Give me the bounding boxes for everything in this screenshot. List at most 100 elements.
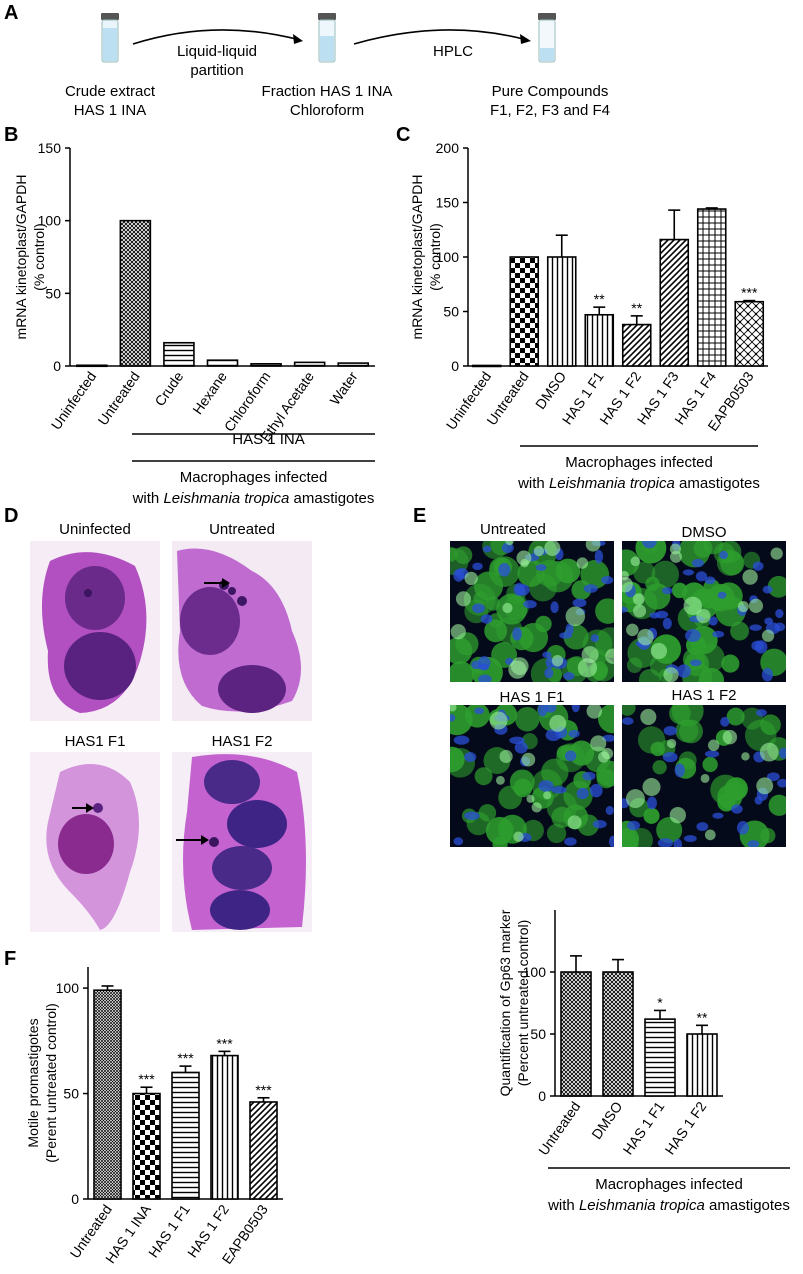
nucleus bbox=[685, 629, 701, 643]
significance-mark: *** bbox=[255, 1082, 272, 1098]
nucleus bbox=[704, 576, 716, 585]
nucleus bbox=[673, 838, 683, 847]
chart-b: 0 50 100 150 mRNA kinetoplast/GAPDH (% contro… bbox=[13, 140, 375, 507]
green-signal bbox=[650, 741, 665, 757]
green-signal bbox=[577, 814, 599, 836]
bar-has-1-f1 bbox=[584, 313, 615, 367]
y-tick-label: 50 bbox=[63, 1086, 79, 1102]
micrograph-has1-f1 bbox=[30, 752, 160, 932]
green-signal bbox=[622, 549, 640, 577]
bar-dmso bbox=[602, 971, 634, 1097]
nucleus bbox=[464, 811, 480, 821]
significance-mark: *** bbox=[741, 285, 758, 301]
nucleus bbox=[663, 726, 678, 736]
fluorescence-untreated bbox=[450, 541, 614, 682]
nucleus bbox=[774, 622, 786, 632]
nucleus bbox=[719, 550, 728, 560]
bar-eapb0503 bbox=[249, 1101, 278, 1200]
workflow-step-3: Pure Compounds F1, F2, F3 and F4 bbox=[489, 83, 611, 119]
micrograph-uninfected bbox=[30, 541, 160, 721]
bright-signal bbox=[722, 729, 738, 745]
significance-mark: *** bbox=[138, 1071, 155, 1087]
nucleus bbox=[498, 563, 511, 577]
nucleus bbox=[646, 796, 658, 810]
nucleus bbox=[717, 591, 727, 599]
x-tick-label: Water bbox=[326, 368, 360, 408]
micro-e-label-2: DMSO bbox=[681, 524, 727, 541]
bar-has-1-f1 bbox=[171, 1071, 200, 1200]
green-signal bbox=[622, 705, 636, 716]
green-signal bbox=[645, 576, 660, 592]
nucleus bbox=[589, 783, 603, 798]
bright-signal bbox=[756, 777, 774, 795]
bright-signal bbox=[704, 829, 716, 841]
nucleus bbox=[754, 796, 763, 805]
bright-signal bbox=[544, 541, 561, 557]
nucleus bbox=[761, 667, 773, 682]
footer-line-1: Macrophages infected bbox=[595, 1176, 743, 1193]
panel-letter-d: D bbox=[4, 505, 19, 527]
nucleus bbox=[736, 821, 749, 835]
bright-signal bbox=[533, 545, 545, 557]
bright-signal bbox=[640, 708, 657, 725]
bright-signal bbox=[450, 705, 457, 712]
nucleus bbox=[704, 750, 720, 758]
green-signal bbox=[498, 785, 523, 810]
nucleus bbox=[708, 616, 718, 626]
bright-signal bbox=[666, 738, 677, 749]
nucleus bbox=[712, 630, 725, 638]
nucleus bbox=[754, 640, 768, 654]
nucleus bbox=[564, 837, 577, 846]
nucleus bbox=[472, 562, 483, 571]
bar-hexane bbox=[206, 359, 239, 367]
bright-signal bbox=[567, 815, 582, 830]
bright-signal bbox=[759, 742, 779, 762]
panel-letter-a: A bbox=[4, 2, 19, 24]
bar-has-1-f3 bbox=[659, 238, 690, 367]
nucleus bbox=[731, 804, 743, 814]
bright-signal bbox=[531, 802, 542, 813]
nucleus bbox=[535, 564, 547, 571]
nucleus bbox=[563, 672, 575, 680]
micro-d-label-3: HAS1 F1 bbox=[64, 733, 126, 750]
nucleus bbox=[464, 752, 477, 763]
bar-has-1-f2 bbox=[621, 323, 652, 367]
bright-signal bbox=[741, 752, 750, 761]
nucleus bbox=[478, 663, 490, 671]
nucleus bbox=[550, 601, 559, 614]
nucleus bbox=[472, 603, 485, 614]
green-signal bbox=[484, 619, 508, 643]
green-signal bbox=[551, 806, 573, 828]
nucleus bbox=[696, 822, 709, 832]
bright-signal bbox=[577, 658, 598, 678]
nucleus bbox=[523, 600, 537, 609]
micro-e-label-3: HAS 1 F1 bbox=[499, 689, 565, 706]
workflow-step-1: Crude extract HAS 1 INA bbox=[64, 83, 156, 119]
green-signal bbox=[546, 823, 567, 844]
nucleus bbox=[512, 627, 522, 641]
micro-e-label-4: HAS 1 F2 bbox=[671, 687, 737, 704]
x-tick-label: Uninfected bbox=[48, 369, 100, 433]
bright-signal bbox=[622, 570, 629, 581]
workflow-diagram bbox=[101, 13, 556, 63]
nucleus bbox=[513, 582, 525, 596]
nucleus bbox=[752, 561, 764, 571]
x-tick-label: Untreated bbox=[535, 1099, 583, 1159]
x-tick-label: HAS 1 F2 bbox=[662, 1098, 710, 1157]
nucleus bbox=[480, 614, 493, 624]
bright-signal bbox=[669, 807, 686, 824]
nucleus bbox=[642, 541, 657, 549]
nucleus bbox=[544, 705, 557, 713]
nucleus bbox=[544, 667, 554, 679]
green-signal bbox=[678, 751, 697, 770]
y-tick-label: 200 bbox=[436, 140, 460, 156]
chart-f: 0 50 100 Motile promastigotes (Perent untrea… bbox=[25, 967, 283, 1267]
bright-signal bbox=[464, 571, 478, 586]
nucleus bbox=[572, 598, 587, 608]
bright-signal bbox=[637, 628, 654, 646]
bar-has-1-f1 bbox=[644, 1018, 676, 1097]
bright-signal bbox=[510, 657, 529, 675]
green-signal bbox=[450, 637, 473, 665]
green-signal bbox=[450, 661, 475, 682]
